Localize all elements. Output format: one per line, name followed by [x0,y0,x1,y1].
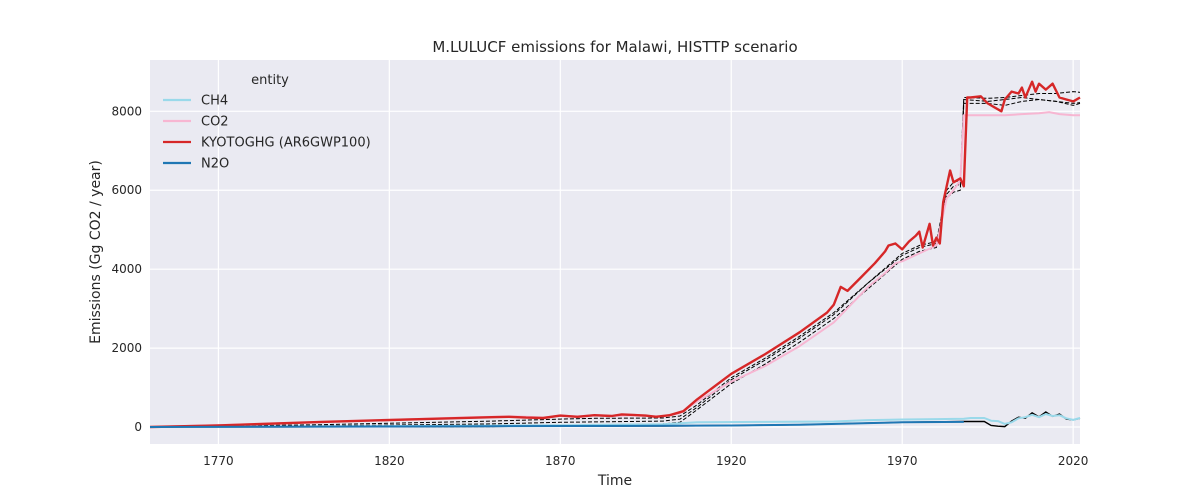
reference-line-1 [149,96,1081,428]
series-lines [149,80,1081,429]
reference-line-2 [150,98,1081,428]
reference-line-0 [149,91,1081,428]
x-tick-label: 1920 [716,454,747,468]
x-tick-label: 2020 [1058,454,1089,468]
chart-title: M.LULUCF emissions for Malawi, HISTTP sc… [432,38,797,56]
y-tick-label: 6000 [111,183,142,197]
series-line-ch4 [149,413,1081,428]
x-tick-label: 1970 [887,454,918,468]
series-line-n2o [149,420,964,428]
x-tick-label: 1820 [374,454,405,468]
x-tick-label: 1770 [203,454,234,468]
x-tick-labels: 1770 1820 1870 1920 1970 2020 [203,454,1088,468]
y-tick-label: 2000 [111,341,142,355]
legend-label-n2o: N2O [201,157,229,172]
legend-label-kyotoghg-ar6gwp100: KYOTOGHG (AR6GWP100) [201,136,371,151]
legend-label-co2: CO2 [201,115,229,130]
series-line-kyotoghg-ar6gwp100 [149,80,1081,429]
x-axis-label: Time [597,473,632,489]
y-tick-label: 8000 [111,104,142,118]
legend-title: entity [251,73,289,88]
x-tick-label: 1870 [545,454,576,468]
plot-area [150,60,1080,444]
y-tick-label: 4000 [111,262,142,276]
y-tick-label: 0 [134,420,142,434]
legend: entity CH4 CO2 KYOTOGHG (AR6GWP100) N2O [163,73,371,172]
legend-label-ch4: CH4 [201,94,228,109]
y-tick-labels: 0 2000 4000 6000 8000 [111,104,142,434]
y-axis-label: Emissions (Gg CO2 / year) [88,160,104,344]
